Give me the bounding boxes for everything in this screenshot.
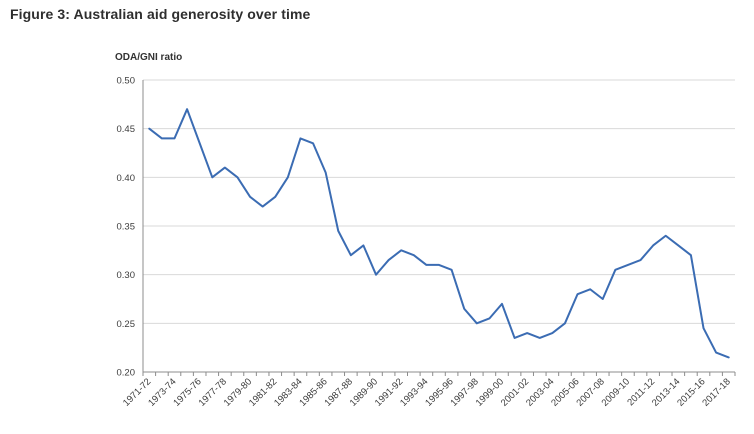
series-lines (148, 108, 730, 359)
figure-title: Figure 3: Australian aid generosity over… (10, 6, 311, 22)
x-tick-labels: 1971-721973-741975-761977-781979-801981-… (121, 376, 733, 408)
data-line (148, 108, 730, 359)
x-tick-label: 2017-18 (700, 376, 732, 408)
y-tick-label: 0.25 (117, 319, 136, 330)
y-tick-label: 0.45 (117, 124, 136, 135)
y-tick-label: 0.35 (117, 222, 136, 233)
y-tick-label: 0.20 (117, 368, 136, 379)
y-axis-title: ODA/GNI ratio (115, 52, 183, 63)
y-tick-labels: 0.20 0.25 0.30 0.35 0.40 0.45 0.50 (117, 76, 136, 379)
gridlines (143, 79, 735, 324)
y-tick-label: 0.40 (117, 173, 136, 184)
x-tick-label: 2009-10 (600, 376, 632, 408)
y-tick-label: 0.30 (117, 270, 136, 281)
x-tick-marks (142, 372, 736, 376)
axes (142, 80, 735, 373)
y-tick-label: 0.50 (117, 76, 136, 87)
